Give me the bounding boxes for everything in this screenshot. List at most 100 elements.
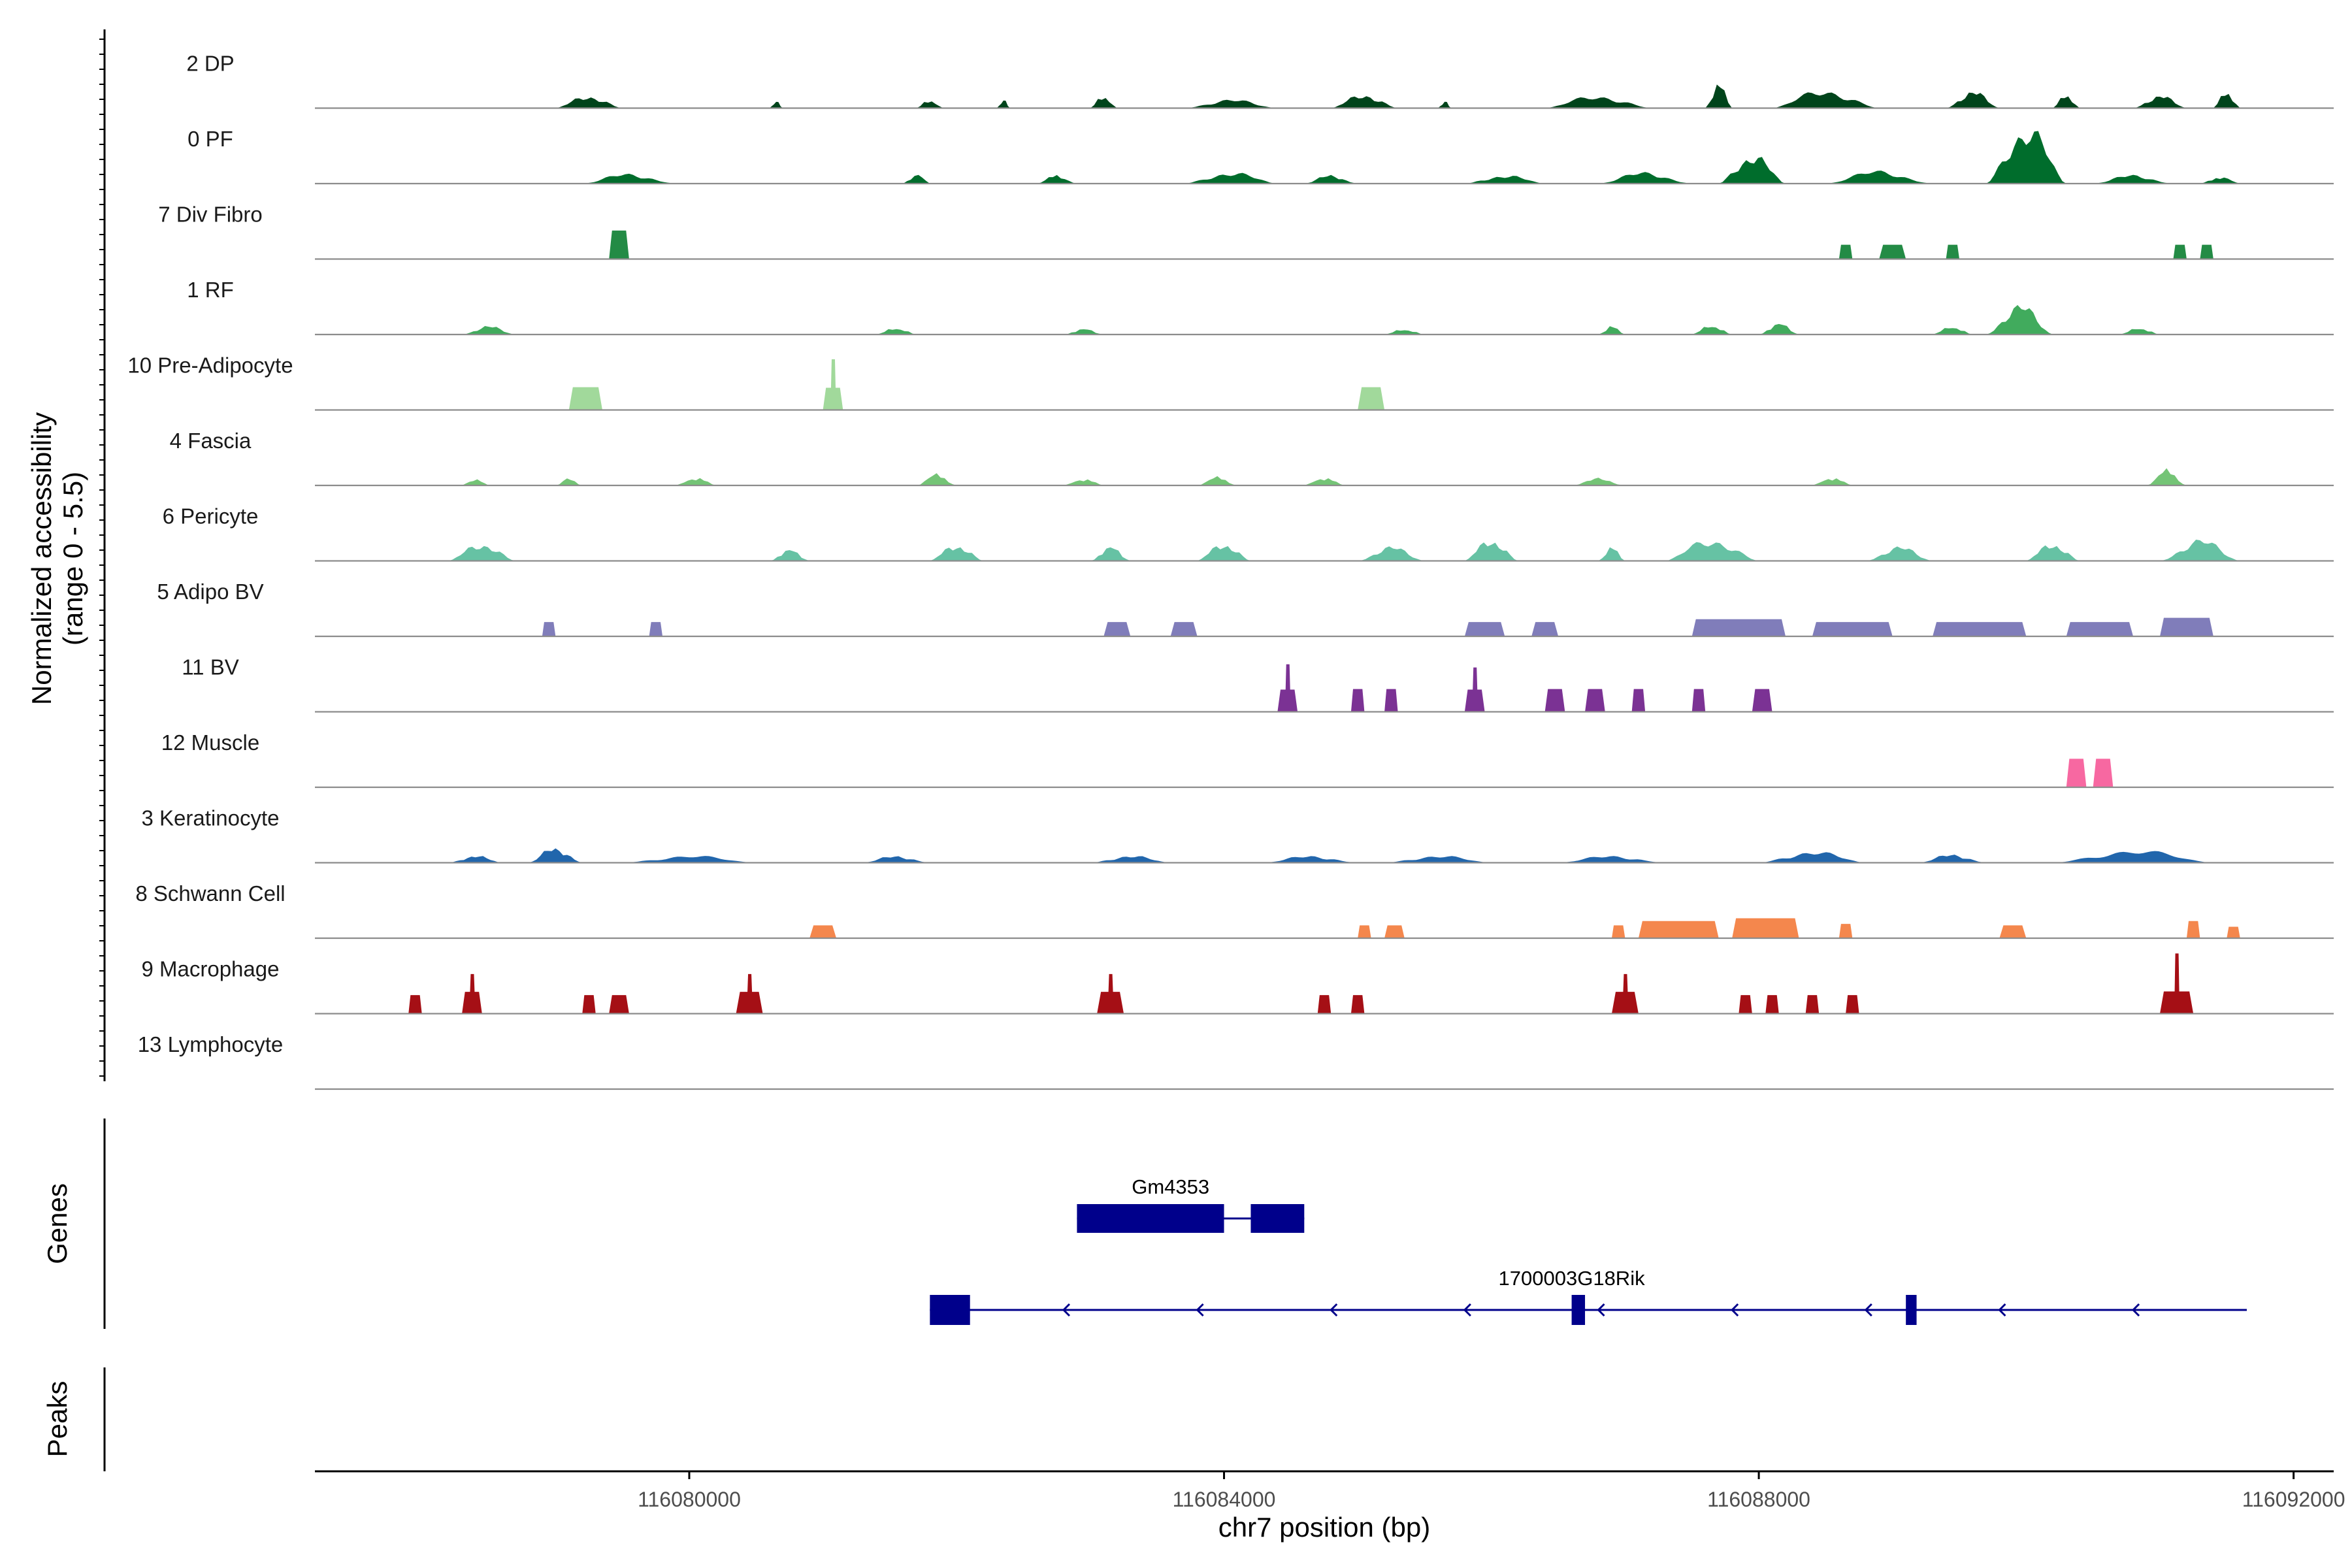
coverage-peak (1558, 856, 1665, 863)
coverage-peak (609, 995, 629, 1014)
coverage-peak (1317, 995, 1331, 1014)
track-11-bv: 11 BV (182, 655, 2334, 713)
x-axis-ticks: 116080000 116084000 116088000 116092000 (638, 1471, 2345, 1511)
coverage-peak (930, 547, 984, 561)
coverage-peak (2133, 97, 2187, 108)
coverage-peak (1090, 98, 1117, 108)
coverage-peak (1358, 925, 1371, 938)
coverage-peak (1812, 622, 1893, 636)
coverage-peak (1277, 664, 1298, 712)
coverage-peak (2093, 174, 2174, 184)
coverage-peak (1598, 326, 1625, 335)
coverage-peak (408, 995, 422, 1014)
strand-arrow (1062, 1303, 1071, 1317)
coverage-peak (2119, 329, 2160, 335)
coverage-peak (1638, 921, 1719, 938)
coverage-peak (1772, 92, 1880, 108)
strand-arrow (1998, 1303, 2006, 1317)
coverage-peak (1631, 689, 1646, 712)
coverage-peak (1384, 689, 1398, 712)
coverage-peak (462, 973, 482, 1014)
coverage-peak (1384, 856, 1492, 863)
track-label: 0 PF (188, 127, 233, 151)
coverage-peak (1063, 479, 1104, 485)
coverage-peak (1090, 547, 1131, 561)
coverage-peak (2066, 759, 2087, 787)
coverage-peak (2159, 953, 2194, 1014)
coverage-peak (2053, 851, 2213, 863)
x-tick-label: 116080000 (638, 1488, 741, 1511)
gene-label: 1700003G18Rik (1499, 1267, 1646, 1290)
coverage-peak (809, 925, 837, 938)
genes-panel-title: Genes (42, 1183, 73, 1264)
track-label: 9 Macrophage (142, 957, 280, 981)
strand-arrow (1731, 1303, 1739, 1317)
track-12-muscle: 12 Muscle (161, 730, 2334, 789)
coverage-peak (1691, 689, 1706, 712)
coverage-peak (2200, 244, 2213, 259)
coverage-peak (1197, 546, 1251, 561)
coverage-peak (2066, 622, 2134, 636)
track-label: 13 Lymphocyte (138, 1032, 284, 1056)
coverage-peak (1765, 995, 1779, 1014)
track-10-pre-adipocyte: 10 Pre-Adipocyte (127, 353, 2334, 411)
coverage-peak (1985, 304, 2053, 335)
coverage-peak (876, 329, 917, 335)
coverage-peak (1464, 622, 1505, 636)
coverage-peak (609, 230, 629, 259)
gene-gm4353: Gm4353 (1077, 1175, 1305, 1233)
coverage-peak (2053, 96, 2080, 108)
coverage-peak (555, 478, 583, 485)
coverage-peak (1384, 925, 1405, 938)
coverage-peak (1090, 856, 1171, 863)
coverage-peak (1985, 131, 2066, 184)
track-0-pf: 0 PF (188, 127, 2334, 185)
coverage-peak (1752, 689, 1772, 712)
coverage-peak (2026, 545, 2080, 561)
x-tick-label: 116084000 (1173, 1488, 1276, 1511)
y-axis-title-line1: Normalized accessibility (26, 412, 57, 705)
coverage-peak (1933, 328, 1973, 335)
coverage-peak (1184, 172, 1278, 184)
gene-exon (1571, 1295, 1586, 1325)
coverage-peak (1611, 973, 1639, 1014)
coverage-peak (736, 973, 763, 1014)
coverage-peak (2200, 177, 2240, 184)
coverage-peak (2213, 93, 2240, 108)
coverage-peak (448, 546, 515, 561)
track-6-pericyte: 6 Pericyte (163, 504, 2334, 562)
coverage-peak (1358, 546, 1425, 561)
coverage-peak (2186, 921, 2200, 938)
strand-arrow (1330, 1303, 1338, 1317)
coverage-peak (1838, 924, 1853, 938)
x-tick-label: 116088000 (1707, 1488, 1810, 1511)
coverage-peak (649, 622, 663, 636)
coverage-peak (1544, 689, 1565, 712)
coverage-peak (1264, 856, 1358, 863)
coverage-peak (996, 100, 1011, 108)
coverage-peak (863, 856, 930, 863)
track-1-rf: 1 RF (187, 278, 2334, 336)
coverage-peak (769, 101, 783, 108)
coverage-peak (1732, 918, 1799, 938)
x-tick-label: 116092000 (2242, 1488, 2345, 1511)
coverage-peak (676, 478, 716, 485)
strand-arrow (1597, 1303, 1605, 1317)
coverage-peak (1304, 478, 1345, 485)
coverage-peak (1919, 855, 1986, 863)
track-label: 3 Keratinocyte (142, 806, 280, 830)
coverage-tracks: 2 DP 0 PF 7 Div Fibro 1 RF 10 Pre-Adipocyte 4… (127, 52, 2334, 1090)
coverage-peak (1544, 97, 1652, 108)
coverage-peak (462, 479, 489, 485)
coverage-peak (1197, 476, 1237, 485)
coverage-peak (568, 387, 602, 410)
track-9-macrophage: 9 Macrophage (142, 953, 2334, 1015)
strand-arrow (2131, 1303, 2140, 1317)
strand-arrow (1864, 1303, 1872, 1317)
coverage-peak (1037, 174, 1077, 184)
track-7-div-fibro: 7 Div Fibro (158, 203, 2334, 260)
coverage-peak (622, 856, 757, 863)
coverage-peak (1705, 84, 1733, 108)
